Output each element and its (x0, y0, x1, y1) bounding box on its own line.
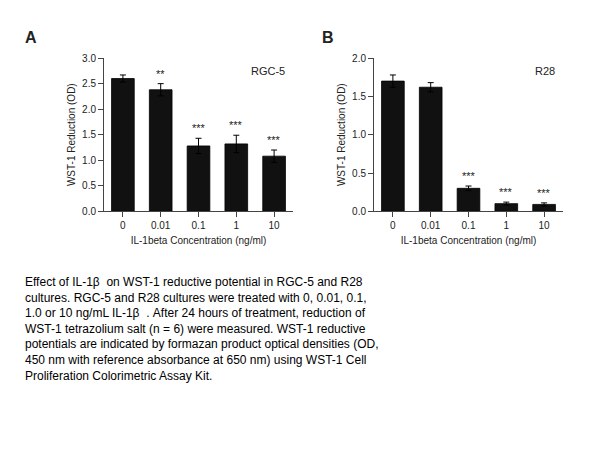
svg-text:2.0: 2.0 (82, 104, 96, 115)
svg-text:0.5: 0.5 (82, 180, 96, 191)
svg-text:1.0: 1.0 (352, 129, 366, 140)
svg-text:***: *** (462, 170, 476, 182)
svg-text:1.5: 1.5 (82, 129, 96, 140)
svg-text:***: *** (267, 134, 281, 146)
svg-text:0.01: 0.01 (151, 220, 171, 231)
svg-text:WST-1 Reduction (OD): WST-1 Reduction (OD) (336, 83, 347, 186)
svg-text:1: 1 (234, 220, 240, 231)
svg-text:10: 10 (539, 220, 551, 231)
svg-text:10: 10 (269, 220, 281, 231)
svg-text:B: B (322, 29, 334, 46)
svg-text:IL-1beta Concentration (ng/ml): IL-1beta Concentration (ng/ml) (131, 235, 267, 246)
svg-text:1.5: 1.5 (352, 91, 366, 102)
svg-text:A: A (25, 29, 37, 46)
svg-text:3.0: 3.0 (82, 53, 96, 64)
svg-text:1: 1 (504, 220, 510, 231)
svg-text:***: *** (192, 122, 206, 134)
svg-text:1.0: 1.0 (82, 155, 96, 166)
svg-text:2.5: 2.5 (82, 78, 96, 89)
svg-text:Effect of IL-1β on WST-1 redu: Effect of IL-1β on WST-1 reductive poten… (25, 275, 379, 383)
svg-text:2.0: 2.0 (352, 53, 366, 64)
svg-text:***: *** (229, 119, 243, 131)
svg-text:***: *** (499, 186, 513, 198)
svg-text:R28: R28 (535, 65, 555, 77)
svg-text:WST-1 Reduction (OD): WST-1 Reduction (OD) (66, 83, 77, 186)
svg-text:0.0: 0.0 (352, 206, 366, 217)
svg-text:0.1: 0.1 (462, 220, 476, 231)
svg-text:0.0: 0.0 (82, 206, 96, 217)
svg-text:0: 0 (390, 220, 396, 231)
svg-text:IL-1beta Concentration (ng/ml): IL-1beta Concentration (ng/ml) (401, 235, 537, 246)
svg-text:**: ** (156, 68, 165, 80)
svg-text:0.01: 0.01 (421, 220, 441, 231)
svg-text:***: *** (537, 187, 551, 199)
svg-text:0.1: 0.1 (192, 220, 206, 231)
svg-text:0.5: 0.5 (352, 168, 366, 179)
svg-text:0: 0 (120, 220, 126, 231)
svg-text:RGC-5: RGC-5 (251, 65, 285, 77)
